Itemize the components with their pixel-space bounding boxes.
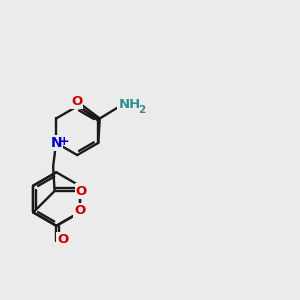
Text: O: O (74, 204, 85, 218)
Text: NH: NH (118, 98, 141, 111)
Text: 2: 2 (138, 105, 145, 115)
Text: O: O (57, 233, 68, 246)
Text: O: O (76, 184, 87, 197)
Text: N: N (50, 136, 62, 150)
Text: O: O (71, 95, 82, 108)
Text: +: + (59, 135, 70, 148)
